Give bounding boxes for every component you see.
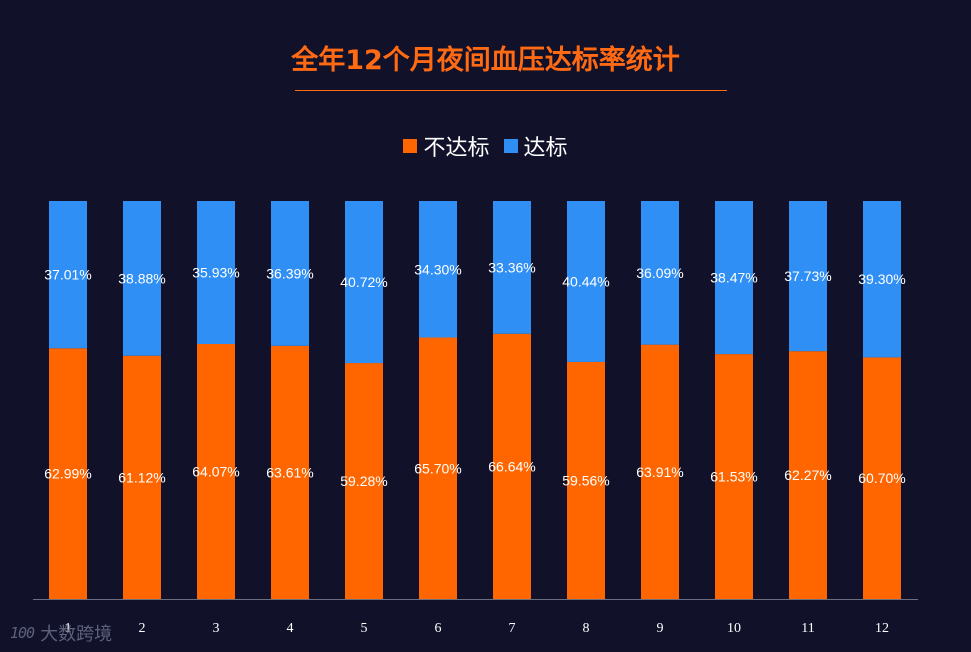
data-label-not-met-3: 64.07%	[192, 464, 239, 480]
bar-met-11[interactable]	[789, 201, 827, 352]
x-tick-label-10: 10	[727, 621, 741, 636]
data-label-not-met-7: 66.64%	[488, 458, 535, 474]
bar-not-met-7[interactable]	[493, 333, 531, 599]
bar-not-met-1[interactable]	[49, 348, 87, 599]
bar-not-met-6[interactable]	[419, 337, 457, 599]
data-label-met-8: 40.44%	[562, 273, 609, 289]
legend-item-met[interactable]: 达标	[503, 130, 568, 162]
bar-not-met-11[interactable]	[789, 351, 827, 599]
x-tick-label-7: 7	[509, 621, 516, 636]
data-label-not-met-12: 60.70%	[858, 470, 905, 486]
watermark-logo-icon: 100	[10, 624, 35, 642]
chart-title: 全年12个月夜间血压达标率统计	[291, 45, 680, 76]
bar-met-10[interactable]	[715, 201, 753, 355]
x-tick-label-5: 5	[361, 621, 368, 636]
legend: 不达标 达标	[0, 130, 971, 162]
bar-not-met-4[interactable]	[271, 345, 309, 599]
data-label-met-1: 37.01%	[44, 267, 91, 283]
bar-not-met-2[interactable]	[123, 355, 161, 599]
x-tick-label-8: 8	[583, 621, 590, 636]
x-tick-label-12: 12	[875, 621, 889, 636]
bar-met-7[interactable]	[493, 201, 531, 334]
bar-not-met-10[interactable]	[715, 354, 753, 599]
data-label-not-met-11: 62.27%	[784, 467, 831, 483]
x-tick-label-11: 11	[801, 621, 814, 636]
x-tick-label-6: 6	[435, 621, 442, 636]
data-label-met-11: 37.73%	[784, 268, 831, 284]
data-label-met-3: 35.93%	[192, 265, 239, 281]
data-label-not-met-9: 63.91%	[636, 464, 683, 480]
watermark: 100 大数跨境	[10, 620, 112, 646]
data-label-met-4: 36.39%	[266, 265, 313, 281]
x-tick-label-2: 2	[139, 621, 146, 636]
legend-item-not-met[interactable]: 不达标	[403, 130, 490, 162]
bar-met-9[interactable]	[641, 201, 679, 345]
legend-label-met: 达标	[523, 136, 568, 161]
data-label-met-5: 40.72%	[340, 274, 387, 290]
bar-met-4[interactable]	[271, 201, 309, 346]
x-tick-label-1: 1	[65, 621, 72, 636]
bar-met-1[interactable]	[49, 201, 87, 349]
data-label-not-met-4: 63.61%	[266, 464, 313, 480]
bar-met-5[interactable]	[345, 201, 383, 364]
bar-met-2[interactable]	[123, 201, 161, 356]
bar-not-met-3[interactable]	[197, 344, 235, 599]
legend-swatch-met	[503, 139, 518, 153]
data-label-met-7: 33.36%	[488, 259, 535, 275]
bar-not-met-8[interactable]	[567, 361, 605, 599]
data-label-not-met-5: 59.28%	[340, 473, 387, 489]
data-label-met-6: 34.30%	[414, 261, 461, 277]
legend-swatch-not-met	[403, 139, 418, 153]
data-label-not-met-8: 59.56%	[562, 472, 609, 488]
bar-not-met-12[interactable]	[863, 357, 901, 599]
x-tick-label-9: 9	[657, 621, 664, 636]
data-label-met-10: 38.47%	[710, 270, 757, 286]
title-underline	[295, 90, 727, 91]
bar-met-6[interactable]	[419, 201, 457, 338]
data-label-not-met-10: 61.53%	[710, 469, 757, 485]
bar-met-12[interactable]	[863, 201, 901, 358]
x-tick-label-4: 4	[287, 621, 294, 636]
data-label-met-12: 39.30%	[858, 271, 905, 287]
bar-not-met-9[interactable]	[641, 344, 679, 599]
data-label-met-2: 38.88%	[118, 270, 165, 286]
bar-not-met-5[interactable]	[345, 363, 383, 599]
data-label-not-met-2: 61.12%	[118, 469, 165, 485]
data-label-not-met-6: 65.70%	[414, 460, 461, 476]
bar-met-3[interactable]	[197, 201, 235, 345]
x-tick-label-3: 3	[213, 621, 220, 636]
data-label-not-met-1: 62.99%	[44, 466, 91, 482]
legend-label-not-met: 不达标	[423, 136, 490, 161]
watermark-text: 大数跨境	[40, 624, 113, 645]
data-label-met-9: 36.09%	[636, 265, 683, 281]
bar-met-8[interactable]	[567, 201, 605, 362]
